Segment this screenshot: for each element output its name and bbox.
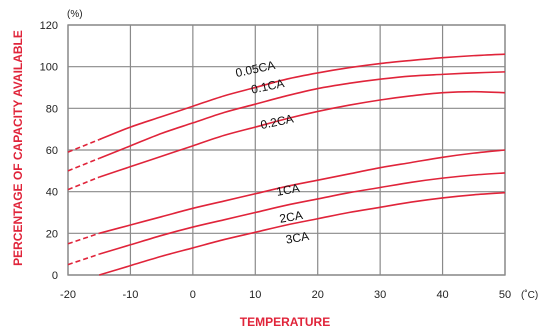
grid: [67, 24, 506, 276]
x-tick-label: 30: [374, 289, 386, 301]
x-tick-label: 50: [499, 289, 511, 301]
x-tick-label: 20: [312, 289, 324, 301]
x-tick-labels: -20 -10 0 10 20 30 40 50: [60, 289, 511, 301]
curve-3ca: [98, 191, 506, 276]
x-axis-title: TEMPERATURE: [240, 315, 330, 329]
curve-02ca: [98, 90, 506, 178]
y-axis-title: PERCENTAGE OF CAPACITY AVAILABLE: [11, 30, 25, 266]
curve-005ca-extrapolated: [67, 138, 100, 153]
y-tick-label: 40: [46, 187, 58, 199]
x-tick-label: -20: [60, 289, 76, 301]
x-tick-label: 0: [190, 289, 196, 301]
curve-01ca-extrapolated: [67, 157, 100, 172]
curve-label-01ca: 0.1CA: [250, 76, 286, 97]
curve-005ca: [98, 53, 506, 141]
curves: [67, 53, 506, 276]
y-tick-label: 20: [46, 228, 58, 240]
curve-1ca: [99, 149, 506, 235]
curve-label-02ca: 0.2CA: [259, 111, 295, 132]
y-tick-label: 80: [46, 103, 58, 115]
curve-02ca-extrapolated: [67, 176, 100, 191]
curve-label-2ca: 2CA: [278, 208, 303, 226]
curve-1ca-extrapolated: [67, 232, 100, 245]
x-tick-label: 40: [436, 289, 448, 301]
curve-2ca-extrapolated: [67, 253, 100, 266]
curve-01ca: [98, 71, 506, 160]
x-tick-label: -10: [122, 289, 138, 301]
curve-label-3ca: 3CA: [285, 229, 310, 247]
y-unit-label: (%): [67, 9, 83, 20]
curve-label-1ca: 1CA: [275, 181, 300, 199]
curve-2ca: [98, 172, 506, 255]
x-tick-label: 10: [249, 289, 261, 301]
y-tick-label: 100: [40, 62, 58, 74]
y-tick-label: 60: [46, 145, 58, 157]
x-unit-label: (˚C): [521, 289, 538, 301]
y-tick-labels: 0 20 40 60 80 100 120: [40, 20, 58, 282]
y-tick-label: 0: [52, 270, 58, 282]
y-tick-label: 120: [40, 20, 58, 32]
